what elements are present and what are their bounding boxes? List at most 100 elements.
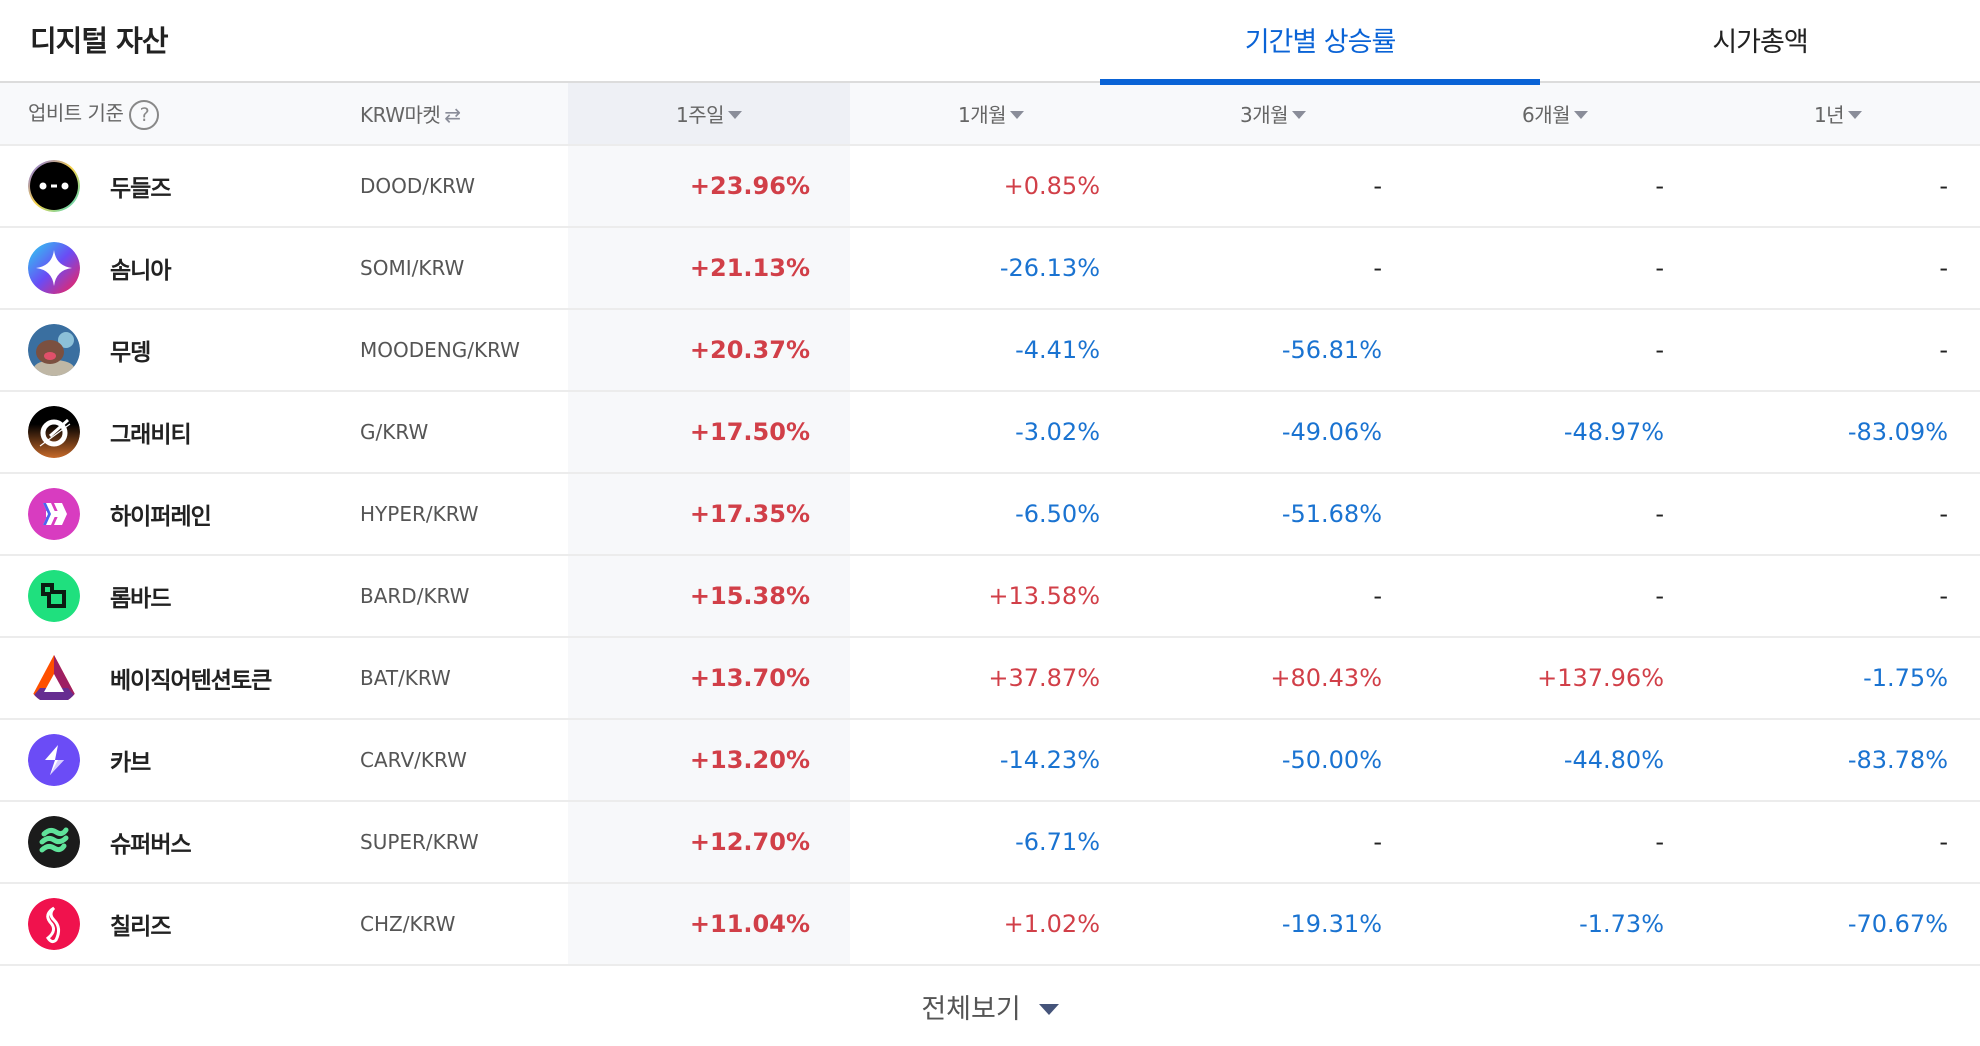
change-1week: +11.04% xyxy=(568,883,850,965)
coin-name[interactable]: 그래비티 xyxy=(110,422,192,448)
change-1year: - xyxy=(1939,336,1948,364)
table-row[interactable]: 무뎅 MOODENG/KRW +20.37% -4.41% -56.81% - - xyxy=(0,309,1980,391)
coin-name-cell[interactable]: 솜니아 xyxy=(0,227,360,309)
gravity-logo-icon xyxy=(28,406,80,458)
coin-name-cell[interactable]: 그래비티 xyxy=(0,391,360,473)
change-1month: -26.13% xyxy=(999,254,1100,282)
coin-name[interactable]: 카브 xyxy=(110,750,151,776)
sort-1year-label: 1년 xyxy=(1813,103,1845,127)
sort-6month[interactable]: 6개월 xyxy=(1414,83,1696,145)
somnia-logo-icon xyxy=(28,242,80,294)
coin-name[interactable]: 베이직어텐션토큰 xyxy=(110,668,272,694)
view-all-button[interactable]: 전체보기 xyxy=(0,966,1980,1046)
help-icon[interactable]: ? xyxy=(129,99,160,130)
market-pair: SOMI/KRW xyxy=(360,256,465,280)
market-pair: G/KRW xyxy=(360,420,429,444)
change-1year: -83.78% xyxy=(1847,746,1948,774)
coin-name-cell[interactable]: 무뎅 xyxy=(0,309,360,391)
change-1month: -6.71% xyxy=(1015,828,1100,856)
change-6month: - xyxy=(1655,254,1664,282)
change-1month: +13.58% xyxy=(988,582,1100,610)
col-pair-label: KRW마켓 xyxy=(360,103,441,127)
table-row[interactable]: 그래비티 G/KRW +17.50% -3.02% -49.06% -48.97% -83.… xyxy=(0,391,1980,473)
change-1year: - xyxy=(1939,254,1948,282)
coin-name-cell[interactable]: 슈퍼버스 xyxy=(0,801,360,883)
change-1month: +1.02% xyxy=(1003,910,1100,938)
swap-icon[interactable]: ⇄ xyxy=(444,103,461,127)
change-1week: +13.20% xyxy=(568,719,850,801)
tab-bar: 기간별 상승률 시가총액 xyxy=(1100,0,1980,85)
market-pair: DOOD/KRW xyxy=(360,174,475,198)
table-row[interactable]: 슈퍼버스 SUPER/KRW +12.70% -6.71% - - - xyxy=(0,801,1980,883)
col-name-label: 업비트 기준 xyxy=(28,101,124,126)
change-3month: - xyxy=(1373,828,1382,856)
change-1week: +15.38% xyxy=(568,555,850,637)
coin-name[interactable]: 무뎅 xyxy=(110,340,151,366)
change-1week: +13.70% xyxy=(568,637,850,719)
change-3month: - xyxy=(1373,582,1382,610)
change-3month: -49.06% xyxy=(1281,418,1382,446)
change-1year: - xyxy=(1939,582,1948,610)
change-3month: - xyxy=(1373,254,1382,282)
col-name-header: 업비트 기준? xyxy=(0,83,360,145)
change-6month: +137.96% xyxy=(1537,664,1664,692)
col-pair-header[interactable]: KRW마켓 ⇄ xyxy=(360,83,568,145)
carv-logo-icon xyxy=(28,734,80,786)
tab-market-cap[interactable]: 시가총액 xyxy=(1712,27,1808,58)
sort-3month[interactable]: 3개월 xyxy=(1132,83,1414,145)
coin-name[interactable]: 두들즈 xyxy=(110,176,171,202)
change-3month: -19.31% xyxy=(1281,910,1382,938)
coin-name[interactable]: 하이퍼레인 xyxy=(110,504,212,530)
change-1year: -70.67% xyxy=(1847,910,1948,938)
change-1month: -14.23% xyxy=(999,746,1100,774)
table-row[interactable]: 카브 CARV/KRW +13.20% -14.23% -50.00% -44.80% -8… xyxy=(0,719,1980,801)
coin-name-cell[interactable]: 하이퍼레인 xyxy=(0,473,360,555)
change-1week: +23.96% xyxy=(568,145,850,227)
table-row[interactable]: 베이직어텐션토큰 BAT/KRW +13.70% +37.87% +80.43% +137… xyxy=(0,637,1980,719)
coin-name-cell[interactable]: 칠리즈 xyxy=(0,883,360,965)
change-6month: -48.97% xyxy=(1563,418,1664,446)
change-6month: -44.80% xyxy=(1563,746,1664,774)
caret-down-icon xyxy=(1010,110,1025,119)
change-1week: +17.50% xyxy=(568,391,850,473)
change-1month: +0.85% xyxy=(1003,172,1100,200)
table-row[interactable]: 롬바드 BARD/KRW +15.38% +13.58% - - - xyxy=(0,555,1980,637)
change-3month: - xyxy=(1373,172,1382,200)
caret-down-icon xyxy=(1574,110,1589,119)
coin-name-cell[interactable]: 롬바드 xyxy=(0,555,360,637)
table-row[interactable]: 칠리즈 CHZ/KRW +11.04% +1.02% -19.31% -1.73% -70.… xyxy=(0,883,1980,965)
table-row[interactable]: 두들즈 DOOD/KRW +23.96% +0.85% - - - xyxy=(0,145,1980,227)
change-6month: - xyxy=(1655,500,1664,528)
change-1year: -83.09% xyxy=(1847,418,1948,446)
change-1year: -1.75% xyxy=(1863,664,1948,692)
coin-name[interactable]: 슈퍼버스 xyxy=(110,832,192,858)
market-pair: MOODENG/KRW xyxy=(360,338,520,362)
sort-3month-label: 3개월 xyxy=(1239,103,1289,127)
caret-down-icon xyxy=(1848,110,1863,119)
sort-1week[interactable]: 1주일 xyxy=(568,83,850,145)
sort-1month[interactable]: 1개월 xyxy=(850,83,1132,145)
table-row[interactable]: 하이퍼레인 HYPER/KRW +17.35% -6.50% -51.68% - - xyxy=(0,473,1980,555)
change-3month: +80.43% xyxy=(1270,664,1382,692)
change-3month: -51.68% xyxy=(1281,500,1382,528)
coin-name-cell[interactable]: 카브 xyxy=(0,719,360,801)
sort-1week-label: 1주일 xyxy=(675,103,725,127)
moodeng-logo-icon xyxy=(28,324,80,376)
coin-name-cell[interactable]: 베이직어텐션토큰 xyxy=(0,637,360,719)
hyperlane-logo-icon xyxy=(28,488,80,540)
sort-6month-label: 6개월 xyxy=(1521,103,1571,127)
sort-1year[interactable]: 1년 xyxy=(1696,83,1980,145)
coin-name-cell[interactable]: 두들즈 xyxy=(0,145,360,227)
market-pair: CARV/KRW xyxy=(360,748,467,772)
change-6month: - xyxy=(1655,582,1664,610)
tab-period-gain[interactable]: 기간별 상승률 xyxy=(1100,0,1540,85)
change-1year: - xyxy=(1939,500,1948,528)
coin-name[interactable]: 롬바드 xyxy=(110,586,171,612)
bat-logo-icon xyxy=(28,652,80,704)
coin-name[interactable]: 칠리즈 xyxy=(110,914,171,940)
coin-name[interactable]: 솜니아 xyxy=(110,258,171,284)
table-row[interactable]: 솜니아 SOMI/KRW +21.13% -26.13% - - - xyxy=(0,227,1980,309)
change-6month: - xyxy=(1655,336,1664,364)
asset-table: 업비트 기준? KRW마켓 ⇄ 1주일 1개월 3개월 6개월 1년 두들즈 DOO… xyxy=(0,83,1980,966)
view-all-label: 전체보기 xyxy=(921,993,1021,1025)
